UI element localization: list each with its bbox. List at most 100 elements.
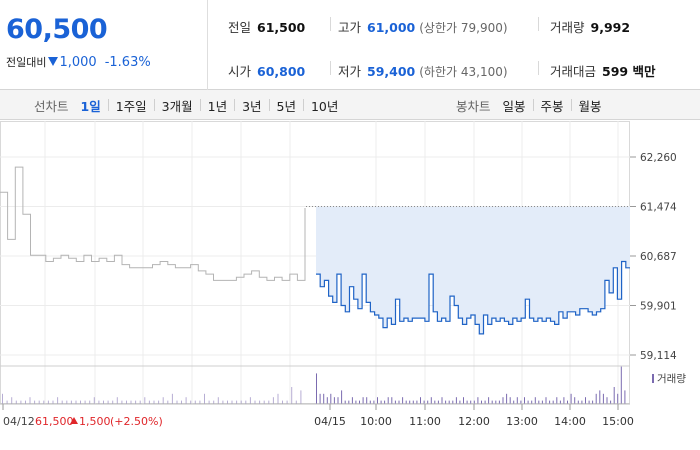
volume-bar (148, 400, 150, 404)
price-summary: 60,500 전일대비 1,000 -1.63% (0, 0, 208, 90)
volume-bar (488, 397, 490, 404)
x-tick-label: 12:00 (458, 415, 490, 428)
tab-period-4[interactable]: 3년 (242, 98, 262, 114)
volume-legend-swatch (652, 374, 654, 383)
volume-bar (61, 400, 63, 404)
volume-bar (455, 397, 457, 404)
prev-day-info: 04/12 61,500 1,500 (+2.50%) (3, 415, 163, 428)
volume-bar (47, 400, 49, 404)
volume-bar (89, 400, 91, 404)
volume-bar (98, 400, 100, 404)
change-label: 전일대비 (6, 56, 47, 69)
volume-bar (116, 397, 118, 404)
upper-limit: (상한가 79,900) (419, 21, 508, 35)
tab-period-2[interactable]: 3개월 (161, 98, 193, 114)
volume-bar (362, 397, 364, 404)
volume-bar (502, 397, 504, 404)
volume-bar (445, 400, 447, 404)
stat-value: 599 백만 (602, 64, 656, 79)
stat-label: 거래대금 (550, 64, 597, 79)
tab-period-3[interactable]: 1년 (207, 98, 228, 114)
tab-period-1[interactable]: 1주일 (115, 98, 147, 114)
volume-bar (577, 400, 579, 404)
candle-chart-tabs: 봉차트 일봉 주봉 월봉 (456, 90, 602, 120)
volume-bar (366, 397, 368, 404)
stat-label: 시가 (228, 64, 252, 79)
volume-bar (245, 400, 247, 404)
volume-bar (2, 393, 3, 404)
volume-bar (80, 400, 81, 404)
tab-candle-1[interactable]: 주봉 (540, 98, 564, 114)
volume-bar (380, 400, 382, 404)
volume-bar (66, 400, 68, 404)
volume-bar (541, 400, 543, 404)
volume-bar (52, 400, 54, 404)
line-chart-tabs: 선차트 1일 1주일 3개월 1년 3년 5년 10년 (34, 90, 338, 120)
volume-bar (222, 400, 224, 404)
x-axis-ticks: 04/15 10:00 11:00 12:00 13:00 14:00 15:00 (2, 404, 634, 428)
tab-period-6[interactable]: 10년 (310, 98, 339, 114)
intraday-price-chart: 62,260 61,474 60,687 59,901 59,114 거래량 04/15… (0, 121, 686, 428)
tab-divider (268, 99, 270, 111)
volume-bar (291, 387, 293, 404)
tab-divider (302, 99, 304, 111)
stat-prev-close: 전일 61,500 (228, 17, 305, 36)
volume-bar (286, 400, 288, 404)
volume-bar (430, 397, 432, 404)
prev-day-close: 61,500 (35, 415, 74, 428)
volume-bar (162, 397, 164, 404)
volume-bar (545, 397, 547, 404)
volume-bar (326, 397, 328, 404)
volume-bar (84, 400, 86, 404)
volume-bar (524, 397, 525, 404)
x-tick-label: 14:00 (554, 415, 586, 428)
volume-bar (377, 397, 378, 404)
prev-day-date: 04/12 (3, 415, 35, 428)
volume-bar (574, 397, 576, 404)
volume-bar (199, 400, 201, 404)
volume-bar (452, 400, 454, 404)
volume-bar (481, 400, 482, 404)
tab-period-5[interactable]: 5년 (276, 98, 296, 114)
divider (538, 61, 539, 75)
volume-bar (559, 400, 561, 404)
volume-bar (441, 397, 443, 404)
volume-bar (369, 400, 371, 404)
up-arrow-icon (70, 417, 78, 424)
volume-bar (240, 400, 242, 404)
tab-divider (107, 99, 109, 111)
volume-bar (208, 400, 210, 404)
volume-bar (254, 400, 256, 404)
stat-open: 시가 60,800 (228, 61, 305, 80)
x-tick-label: 13:00 (506, 415, 538, 428)
volume-bar (176, 400, 178, 404)
y-tick-label: 61,474 (640, 202, 677, 214)
volume-bar (402, 397, 404, 404)
volume-bar (194, 400, 196, 404)
volume-bar (190, 400, 192, 404)
stat-value: 61,500 (257, 20, 306, 35)
volume-bar (477, 397, 479, 404)
stat-value: 59,400 (367, 64, 416, 79)
volume-bar (620, 366, 622, 404)
stat-volume: 거래량 9,992 (550, 17, 630, 36)
volume-bar (563, 397, 565, 404)
volume-bar (437, 400, 439, 404)
stat-value: 61,000 (367, 20, 416, 35)
volume-bar (624, 390, 626, 404)
volume-bar (509, 397, 511, 404)
volume-bar (520, 400, 522, 404)
change-amount: 1,000 (59, 55, 97, 70)
volume-bar (355, 400, 357, 404)
volume-bar (236, 400, 238, 404)
tab-candle-0[interactable]: 일봉 (502, 98, 526, 114)
tab-period-0[interactable]: 1일 (80, 98, 101, 114)
volume-bar (112, 400, 114, 404)
divider (538, 17, 539, 31)
tab-candle-2[interactable]: 월봉 (578, 98, 602, 114)
volume-bar (70, 400, 72, 404)
volume-bar (434, 400, 436, 404)
volume-bar (556, 397, 558, 404)
divider (330, 17, 331, 31)
volume-bar (516, 397, 518, 404)
